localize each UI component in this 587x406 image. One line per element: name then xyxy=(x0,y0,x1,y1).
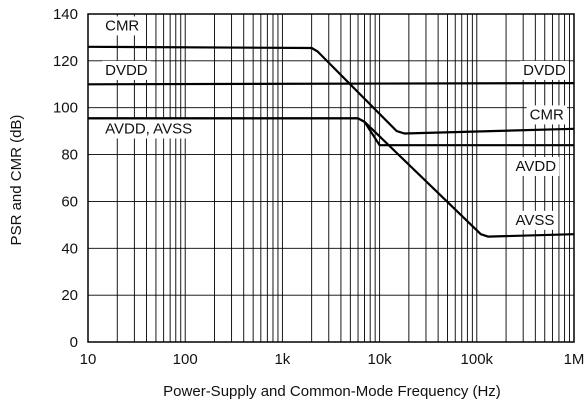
series-label: AVDD xyxy=(512,156,560,176)
series-label-background xyxy=(512,210,558,230)
series-label-background xyxy=(102,119,196,139)
series-label-text: CMR xyxy=(530,106,564,123)
series-line-1 xyxy=(87,45,575,135)
series-label: AVSS xyxy=(512,210,558,230)
series-label-background xyxy=(520,60,569,80)
series-label-text: AVSS xyxy=(515,212,554,229)
series-label: AVDD, AVSS xyxy=(102,119,196,139)
series-label: DVDD xyxy=(102,60,151,80)
series-lines xyxy=(87,45,575,238)
y-tick-label: 140 xyxy=(53,6,78,23)
y-tick-label: 20 xyxy=(61,287,78,304)
series-label-background xyxy=(512,156,560,176)
x-tick-label: 100 xyxy=(173,351,198,368)
series-label: CMR xyxy=(102,16,143,36)
x-tick-label: 100k xyxy=(461,351,494,368)
series-label-text: AVDD, AVSS xyxy=(105,120,192,137)
y-tick-label: 60 xyxy=(61,193,78,210)
x-axis-title: Power-Supply and Common-Mode Frequency (… xyxy=(163,383,501,400)
x-tick-label: 1k xyxy=(274,351,290,368)
series-label-text: DVDD xyxy=(523,62,566,79)
series-label-text: AVDD xyxy=(515,158,556,175)
y-tick-label: 100 xyxy=(53,100,78,117)
series-label-background xyxy=(526,105,568,125)
grid xyxy=(87,13,574,343)
plot-area-border xyxy=(87,13,575,343)
series-label-text: DVDD xyxy=(105,62,148,79)
x-tick-label: 1M xyxy=(564,351,585,368)
series-labels: CMR DVDD AVDD, AVSS DVDD CMR AVDD AVSS xyxy=(102,16,569,230)
y-tick-label: 80 xyxy=(61,147,78,164)
y-tick-label: 0 xyxy=(70,334,78,351)
x-tick-label: 10 xyxy=(80,351,97,368)
series-label-background xyxy=(102,16,143,36)
series-line-4 xyxy=(88,117,575,238)
series-label-background xyxy=(102,60,151,80)
x-tick-label: 10k xyxy=(368,351,393,368)
y-axis-title: PSR and CMR (dB) xyxy=(8,115,25,246)
series-label: DVDD xyxy=(520,60,569,80)
tick-labels: 10 100 1k 10k 100k 1M 0 20 40 60 80 100 120 140 xyxy=(53,6,584,368)
series-line-2 xyxy=(87,82,575,86)
y-tick-label: 40 xyxy=(61,240,78,257)
series-label: CMR xyxy=(526,105,568,125)
y-tick-label: 120 xyxy=(53,53,78,70)
series-label-text: CMR xyxy=(105,17,139,34)
